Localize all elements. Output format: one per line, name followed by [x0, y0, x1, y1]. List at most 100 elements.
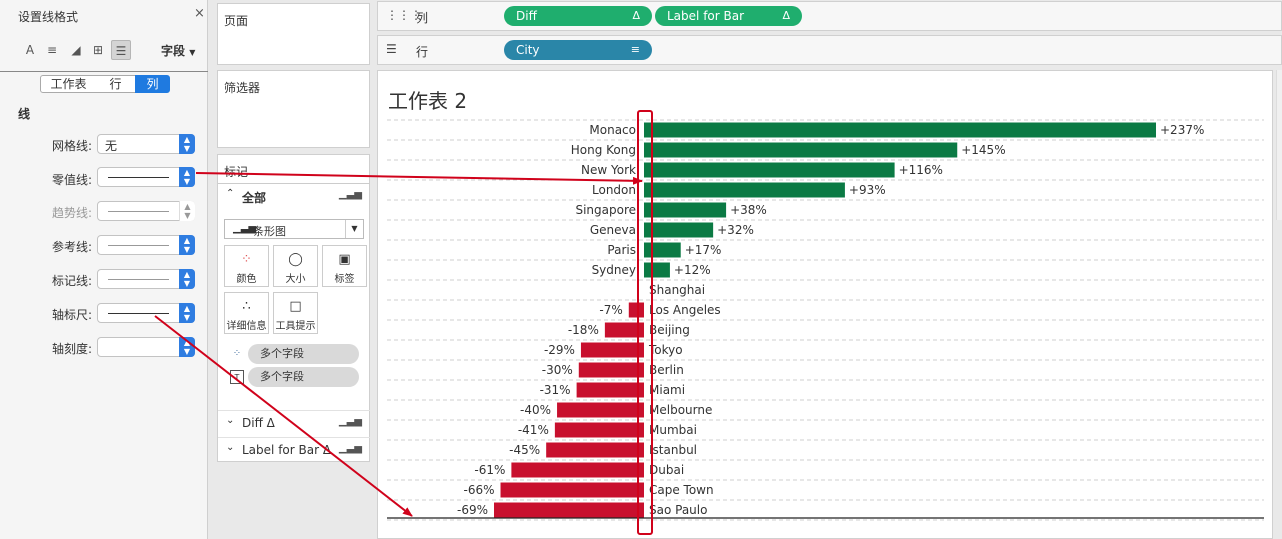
stepper-icon: ▲ ▼ — [179, 201, 195, 221]
value-label: -40% — [520, 403, 551, 417]
axis-rulers-dropdown[interactable]: ▲ ▼ — [97, 303, 195, 323]
trend-lines-dropdown: ▲ ▼ — [97, 201, 195, 221]
bar — [578, 362, 644, 378]
category-label: Beijing — [649, 323, 690, 337]
value-label: +145% — [961, 143, 1005, 157]
bar — [554, 422, 644, 438]
drop-lines-dropdown[interactable]: ▲ ▼ — [97, 269, 195, 289]
category-label: Berlin — [649, 363, 684, 377]
color-button[interactable]: ⁘ 颜色 — [224, 245, 269, 287]
chevron-up-icon: ⌃ — [226, 188, 235, 199]
pages-card[interactable]: 页面 — [217, 3, 370, 65]
marks-diff-label: Diff Δ — [242, 416, 275, 430]
axis-ticks-dropdown[interactable]: ▲ ▼ — [97, 337, 195, 357]
alignment-icon[interactable]: ≡ — [46, 43, 58, 57]
marks-all-row[interactable]: ⌃ 全部 ▁▃▅ — [218, 183, 370, 207]
stepper-icon: ▲ ▼ — [179, 134, 195, 154]
marks-diff-row[interactable]: ⌄ Diff Δ ▁▃▅ — [218, 410, 370, 434]
category-label: Sao Paulo — [649, 503, 707, 517]
borders-icon[interactable]: ⊞ — [92, 43, 104, 57]
format-pane: 设置线格式 × A ≡ ◢ ⊞ ☰ 字段 ▼ 工作表 行 列 线 网格线: 无 … — [0, 0, 208, 539]
zero-line-highlight — [637, 110, 653, 535]
pages-title: 页面 — [224, 14, 249, 28]
line-style-preview — [108, 177, 169, 178]
zero-lines-label: 零值线: — [51, 173, 92, 187]
field-menu[interactable]: 字段 ▼ — [161, 44, 196, 58]
value-label: +38% — [730, 203, 767, 217]
reference-lines-label: 参考线: — [51, 240, 92, 254]
detail-button[interactable]: ∴ 详细信息 — [224, 292, 269, 334]
lines-icon[interactable]: ☰ — [111, 40, 131, 60]
chevron-down-icon: ⌄ — [226, 442, 235, 453]
bar — [644, 242, 681, 258]
marks-title: 标记 — [224, 165, 249, 179]
value-label: -31% — [540, 383, 571, 397]
axis-ticks-label: 轴刻度: — [51, 342, 92, 356]
detail-label: 详细信息 — [226, 321, 267, 332]
category-label: Dubai — [649, 463, 684, 477]
filters-card[interactable]: 筛选器 — [217, 70, 370, 148]
value-label: -29% — [544, 343, 575, 357]
city-pill-label: City — [516, 43, 540, 57]
value-label: -69% — [457, 503, 488, 517]
bar-chart-icon: ▁▃▅ — [338, 189, 362, 200]
value-label: -66% — [464, 483, 495, 497]
stepper-icon: ▲ ▼ — [179, 337, 195, 357]
font-icon[interactable]: A — [25, 43, 35, 57]
gridlines-value: 无 — [105, 139, 118, 153]
category-label: Singapore — [575, 203, 636, 217]
chevron-down-icon: ⌄ — [226, 415, 235, 426]
label-for-bar-pill[interactable]: Label for Bar Δ — [655, 6, 802, 26]
category-label: Sydney — [592, 263, 636, 277]
gridlines-dropdown[interactable]: 无 ▲ ▼ — [97, 134, 195, 154]
bar-chart-icon: ▁▃▅ — [233, 223, 257, 234]
bar — [644, 202, 727, 218]
bar — [546, 442, 644, 458]
stepper-icon: ▲ ▼ — [179, 235, 195, 255]
detail-icon: ∴ — [242, 299, 251, 314]
chart-bars: Monaco +237% Hong Kong +145% New York +116% Lo… — [457, 122, 1204, 518]
reference-lines-dropdown[interactable]: ▲ ▼ — [97, 235, 195, 255]
tooltip-icon: □ — [289, 299, 302, 314]
diff-pill[interactable]: Diff Δ — [504, 6, 652, 26]
zero-lines-dropdown[interactable]: ▲ ▼ — [97, 167, 195, 187]
annotation-arrow — [154, 315, 413, 517]
format-toolbar: A ≡ ◢ ⊞ ☰ — [0, 38, 208, 62]
stepper-icon: ▲ ▼ — [179, 167, 195, 187]
stepper-icon: ▲ ▼ — [179, 269, 195, 289]
scrollbar[interactable] — [1276, 70, 1282, 220]
columns-shelf[interactable]: ⋮⋮⋮ 列 Diff Δ Label for Bar Δ — [377, 1, 1282, 31]
size-button[interactable]: ◯ 大小 — [273, 245, 318, 287]
label-label: 标签 — [334, 274, 355, 285]
value-label: -30% — [542, 363, 573, 377]
color-field-pill[interactable]: 多个字段 — [248, 344, 359, 364]
bar — [644, 222, 714, 238]
worksheet-title: 工作表 2 — [388, 89, 468, 113]
category-label: Hong Kong — [571, 143, 636, 157]
rows-shelf[interactable]: ☰ 行 City ≡ — [377, 35, 1282, 65]
marks-all-label: 全部 — [242, 191, 267, 205]
gridlines-label: 网格线: — [51, 139, 92, 153]
label-field-pill[interactable]: 多个字段 — [248, 367, 359, 387]
bar — [644, 182, 845, 198]
label-button[interactable]: ▣ 标签 — [322, 245, 367, 287]
value-label: +17% — [685, 243, 722, 257]
label-icon: T — [230, 370, 244, 384]
delta-icon: Δ — [632, 9, 640, 22]
size-label: 大小 — [285, 274, 306, 285]
close-icon[interactable]: × — [194, 6, 205, 21]
tooltip-button[interactable]: □ 工具提示 — [273, 292, 318, 334]
tab-rows[interactable]: 行 — [96, 75, 136, 93]
tab-worksheet[interactable]: 工作表 — [40, 75, 97, 93]
caret-down-icon: ▼ — [345, 220, 363, 238]
bar — [644, 142, 958, 158]
shading-icon[interactable]: ◢ — [71, 43, 81, 57]
color-icon: ⁘ — [241, 252, 252, 267]
mark-type-dropdown[interactable]: ▁▃▅ 条形图 ▼ — [224, 219, 364, 239]
tab-columns[interactable]: 列 — [135, 75, 170, 93]
city-pill[interactable]: City ≡ — [504, 40, 652, 60]
rows-shelf-label: 行 — [416, 45, 429, 59]
bar — [580, 342, 644, 358]
category-label: Miami — [649, 383, 685, 397]
value-label: +12% — [674, 263, 711, 277]
